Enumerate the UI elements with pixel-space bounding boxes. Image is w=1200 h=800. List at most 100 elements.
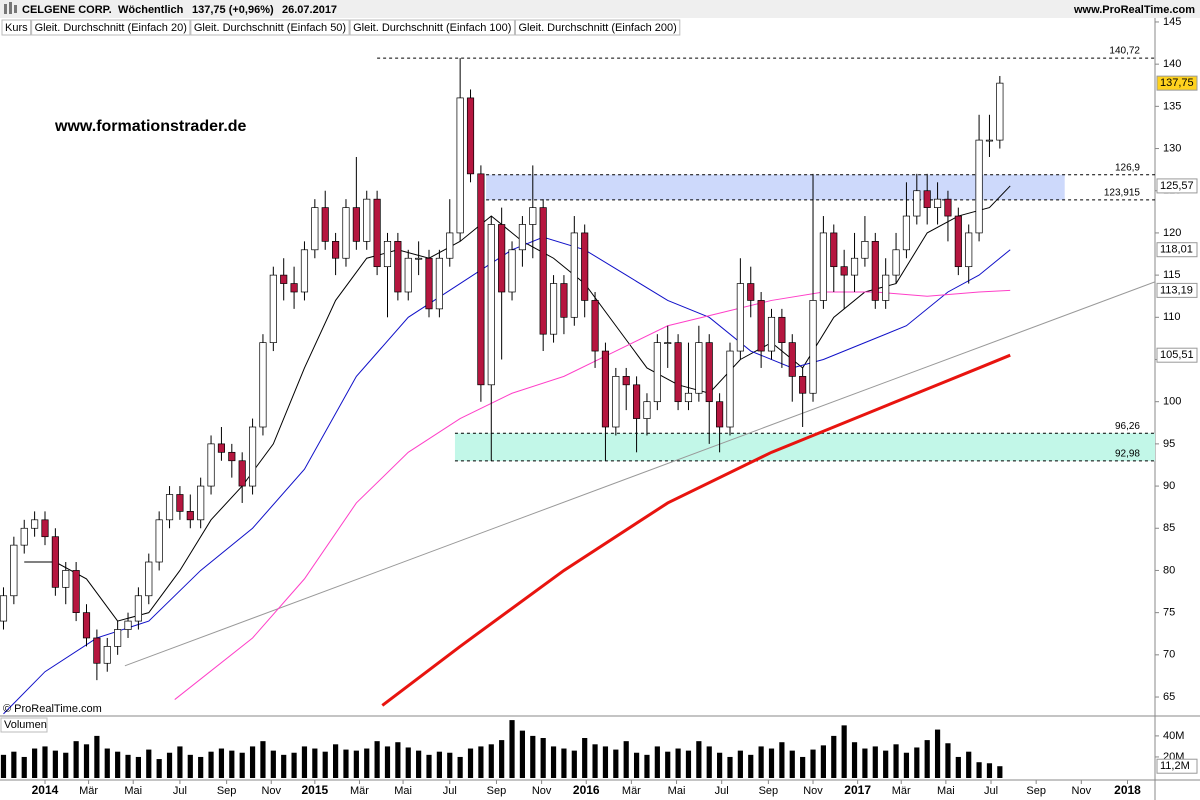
- volume-bar: [405, 747, 411, 778]
- candle-body: [425, 257, 433, 310]
- candle-body: [985, 139, 994, 142]
- candle-body: [809, 300, 817, 394]
- candle-body: [549, 283, 558, 335]
- volume-bar: [997, 766, 1003, 778]
- level-label: 140,72: [1109, 46, 1140, 57]
- volume-bar: [73, 741, 79, 778]
- volume-bar: [862, 748, 868, 778]
- legend-box: [349, 19, 515, 36]
- volume-bar: [384, 746, 391, 778]
- candle-body: [674, 342, 682, 403]
- candle-body: [508, 249, 516, 293]
- volume-bar: [831, 735, 837, 778]
- y-tick-label: 80: [1163, 564, 1175, 576]
- legend-box: [190, 19, 350, 36]
- volume-bar: [768, 748, 775, 778]
- volume-bar: [467, 748, 474, 778]
- volume-bar: [976, 762, 982, 778]
- volume-bar: [644, 754, 650, 778]
- volume-bar: [519, 730, 526, 778]
- candle-body: [228, 451, 236, 462]
- volume-bar: [530, 735, 536, 778]
- y-tick-label: 140: [1163, 58, 1181, 70]
- y-tick-label: 115: [1163, 269, 1181, 281]
- volume-bar: [63, 752, 69, 778]
- candle-body: [726, 350, 734, 428]
- volume-bar: [301, 746, 308, 778]
- candle-body: [394, 241, 402, 293]
- x-tick-label: 2014: [32, 783, 59, 797]
- candle-body: [933, 198, 942, 208]
- y-tick-label: 85: [1163, 522, 1175, 534]
- copyright: © ProRealTime.com: [3, 703, 102, 715]
- volume-bar: [717, 752, 723, 778]
- candle-body: [747, 283, 755, 301]
- volume-title-box: [0, 717, 48, 733]
- icon: [9, 2, 12, 14]
- volume-bar: [893, 744, 899, 778]
- candle-body: [518, 224, 526, 251]
- volume-bar: [758, 746, 764, 778]
- candle-body: [664, 342, 672, 344]
- candle-body: [788, 342, 796, 377]
- volume-bar: [156, 759, 162, 778]
- icon: [14, 5, 17, 13]
- volume-bar: [270, 750, 276, 778]
- candle-body: [446, 232, 454, 259]
- volume-bar: [343, 749, 349, 778]
- candle-body: [363, 198, 371, 242]
- candle-body: [134, 595, 142, 622]
- candle-body: [290, 283, 298, 293]
- level-label: 126,9: [1115, 162, 1140, 173]
- volume-bar: [260, 741, 266, 778]
- candle-body: [560, 283, 568, 318]
- volume-bar: [42, 746, 48, 778]
- candle-body: [93, 637, 101, 664]
- candle-body: [31, 519, 39, 529]
- x-tick-label: Sep: [759, 785, 779, 797]
- candle-body: [300, 249, 309, 293]
- candle-body: [51, 536, 59, 588]
- volume-bar: [654, 746, 660, 778]
- y-tick-label: 70: [1163, 649, 1175, 661]
- x-tick-label: 2015: [301, 783, 328, 797]
- x-tick-label: Sep: [217, 785, 237, 797]
- candle-body: [383, 241, 392, 268]
- y-tick-label: 100: [1163, 396, 1181, 408]
- candle-body: [529, 207, 537, 225]
- candle-body: [103, 646, 111, 664]
- candle-body: [767, 316, 776, 352]
- volume-bar: [633, 752, 640, 778]
- level-label: 96,26: [1115, 421, 1140, 432]
- volume-bar: [665, 751, 671, 778]
- x-tick-label: Jul: [984, 785, 998, 797]
- candle-body: [269, 274, 277, 343]
- candle-body: [736, 283, 744, 352]
- candle-body: [996, 82, 1004, 141]
- candle-body: [622, 376, 630, 386]
- candle-body: [591, 300, 599, 352]
- x-tick-label: Sep: [487, 785, 507, 797]
- volume-bar: [426, 754, 432, 778]
- volume-bar: [198, 756, 204, 778]
- value-marker: [1156, 282, 1198, 298]
- candle-body: [954, 215, 962, 268]
- volume-bar: [177, 746, 183, 778]
- volume-bar: [94, 735, 100, 778]
- x-tick-label: Nov: [1072, 785, 1092, 797]
- x-tick-label: Nov: [532, 785, 552, 797]
- volume-bar: [229, 750, 235, 778]
- candle-body: [902, 215, 910, 251]
- x-tick-label: Nov: [261, 785, 281, 797]
- candle-body: [373, 198, 381, 268]
- volume-bar: [706, 746, 712, 778]
- candle-body: [259, 342, 267, 428]
- volume-bar: [696, 741, 702, 778]
- candle-body: [653, 342, 661, 403]
- candle-body: [581, 232, 589, 301]
- candle-body: [41, 519, 49, 538]
- legend-label: Gleit. Durchschnitt (Einfach 50): [194, 22, 346, 34]
- candle-body: [975, 139, 983, 234]
- volume-bar: [675, 748, 681, 778]
- x-tick-label: Mär: [350, 785, 369, 797]
